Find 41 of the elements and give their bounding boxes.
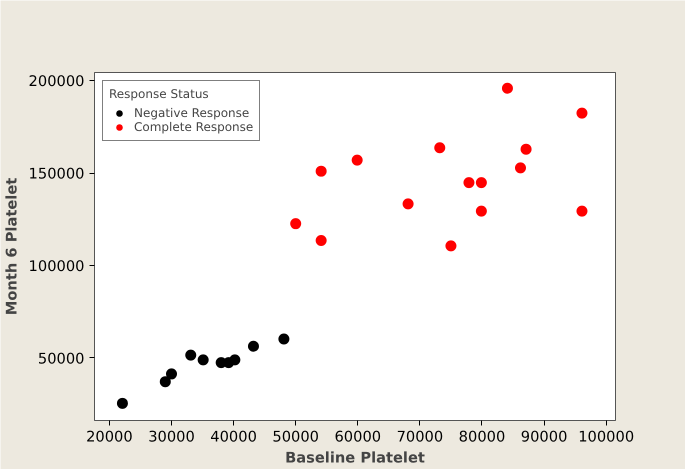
x-tick-label: 30000 <box>148 428 195 446</box>
point <box>160 376 171 388</box>
x-tick-label: 90000 <box>520 428 568 446</box>
x-tick-label: 70000 <box>396 428 444 446</box>
point <box>229 354 240 366</box>
point <box>198 354 209 366</box>
legend-title: Response Status <box>109 87 210 101</box>
x-tick-label: 60000 <box>334 428 382 446</box>
point <box>576 108 588 119</box>
point <box>316 166 327 177</box>
point <box>248 340 259 352</box>
point <box>278 334 290 344</box>
y-axis-title: Month 6 Platelet <box>4 178 21 316</box>
point <box>316 235 327 246</box>
point <box>290 218 302 230</box>
x-tick-label: 40000 <box>210 428 257 446</box>
point <box>116 398 128 409</box>
legend-label: Negative Response <box>134 106 250 120</box>
point <box>514 162 526 174</box>
point <box>185 350 196 361</box>
y-tick-label: 50000 <box>38 350 84 368</box>
point <box>476 177 487 188</box>
point <box>434 142 446 154</box>
point <box>445 240 456 252</box>
x-tick-label: 20000 <box>86 428 133 446</box>
point <box>352 154 363 166</box>
legend-label: Complete Response <box>134 120 254 134</box>
x-tick-label: 100000 <box>578 428 634 446</box>
point <box>576 206 588 217</box>
point <box>402 198 414 210</box>
x-tick-label: 50000 <box>272 428 320 446</box>
point <box>476 206 487 217</box>
point <box>520 144 532 155</box>
y-tick-label: 100000 <box>28 258 85 275</box>
x-axis-title: Baseline Platelet <box>285 450 425 466</box>
y-tick-label: 200000 <box>28 73 85 90</box>
point <box>166 368 177 380</box>
point <box>502 82 513 94</box>
y-tick-label: 150000 <box>28 166 85 183</box>
x-tick-label: 80000 <box>458 428 506 446</box>
point <box>463 177 474 188</box>
